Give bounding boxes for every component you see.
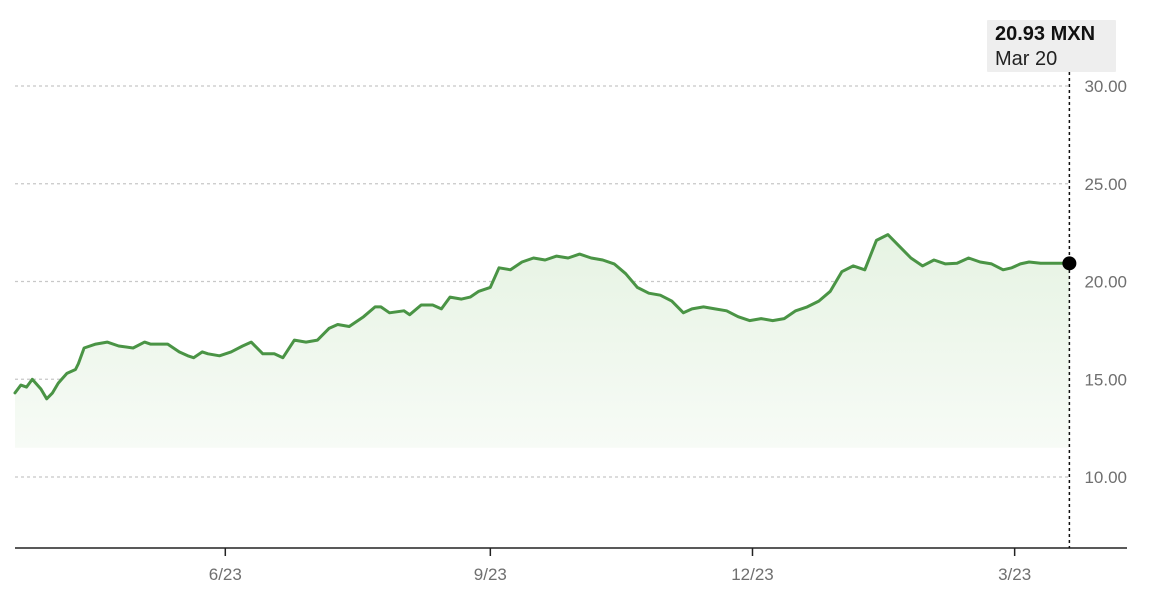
highlight-point-marker: [1062, 256, 1077, 271]
price-area: [15, 234, 1070, 448]
y-tick-label: 10.00: [1084, 468, 1127, 487]
y-tick-label: 25.00: [1084, 175, 1127, 194]
y-tick-label: 20.00: [1084, 273, 1127, 292]
hover-cursor: [1062, 72, 1077, 548]
x-axis-labels: 6/23 9/23 12/23 3/23: [209, 565, 1031, 584]
price-area-fill: [15, 234, 1070, 448]
x-axis: [15, 547, 1127, 556]
y-axis-labels: 30.00 25.00 20.00 15.00 10.00: [1084, 77, 1127, 487]
x-tick-label: 9/23: [474, 565, 507, 584]
tooltip-date-label: Mar 20: [995, 48, 1057, 70]
x-tick-label: 12/23: [731, 565, 774, 584]
tooltip-price-label: 20.93 MXN: [995, 23, 1095, 45]
y-tick-label: 15.00: [1084, 370, 1127, 389]
tooltip-background: [987, 20, 1116, 72]
y-tick-label: 30.00: [1084, 77, 1127, 96]
price-line: [13, 233, 1071, 401]
price-tooltip: 20.93 MXN Mar 20: [987, 20, 1116, 72]
x-tick-label: 3/23: [998, 565, 1031, 584]
price-line-group: [13, 233, 1071, 401]
x-tick-label: 6/23: [209, 565, 242, 584]
